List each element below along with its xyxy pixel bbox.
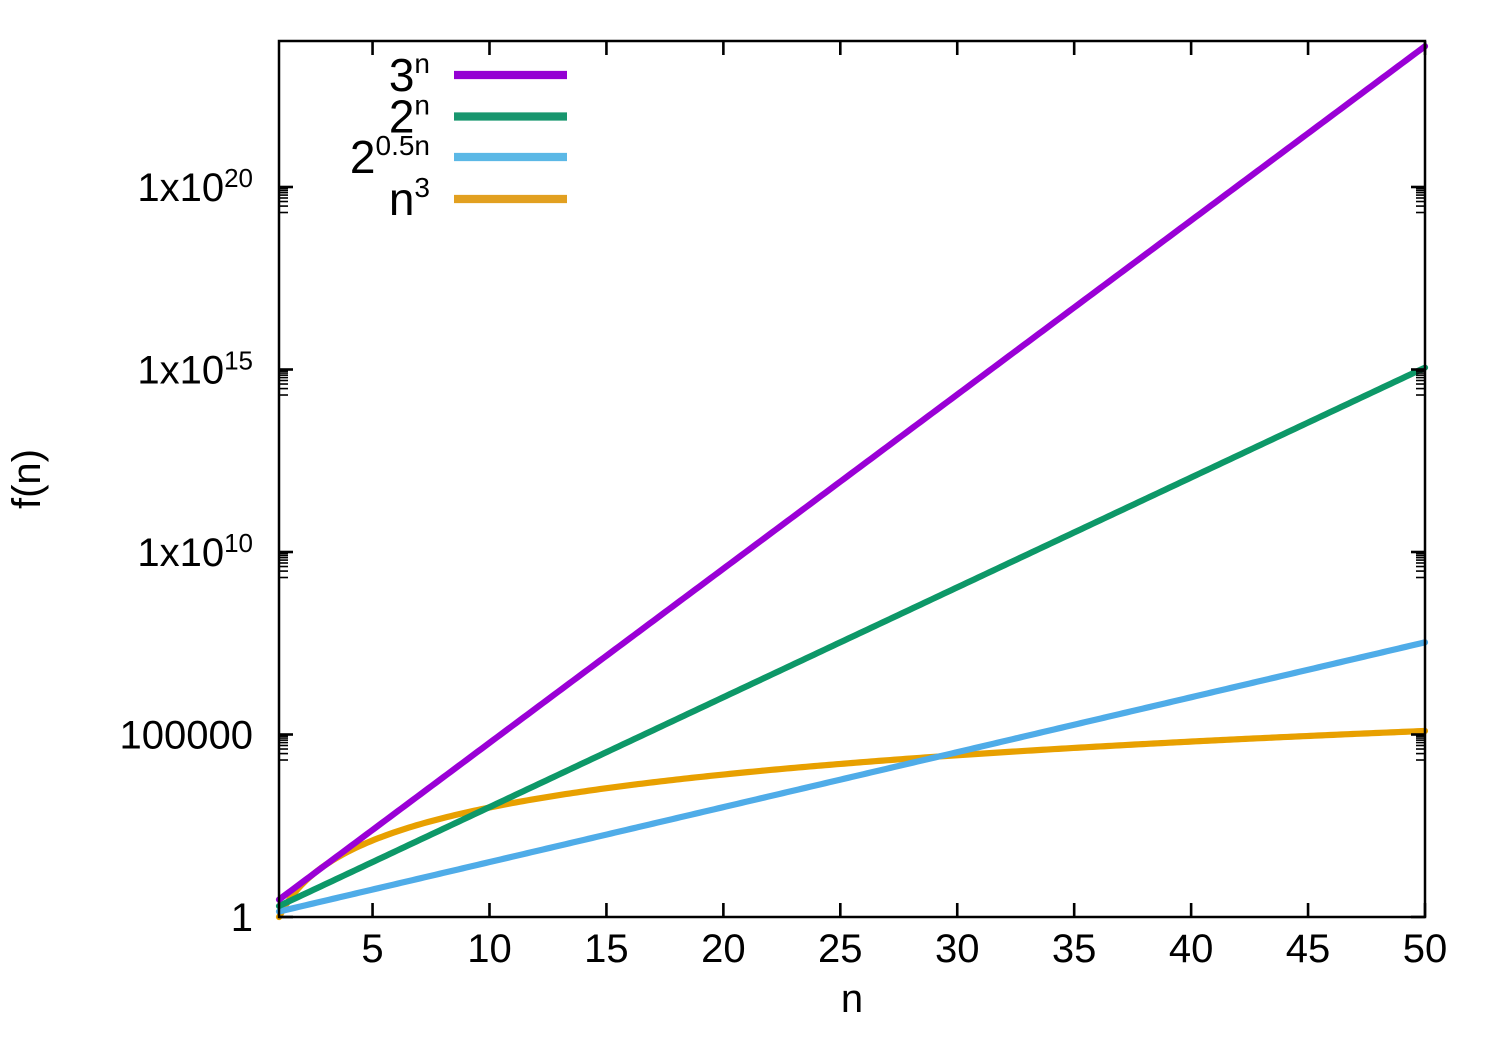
svg-text:40: 40 <box>1169 927 1214 971</box>
svg-text:5: 5 <box>361 927 383 971</box>
svg-text:n: n <box>841 977 863 1021</box>
svg-text:50: 50 <box>1403 927 1448 971</box>
svg-text:10: 10 <box>467 927 512 971</box>
svg-text:f(n): f(n) <box>5 449 49 509</box>
svg-text:25: 25 <box>818 927 863 971</box>
svg-text:35: 35 <box>1052 927 1097 971</box>
svg-text:20: 20 <box>701 927 746 971</box>
svg-text:15: 15 <box>584 927 629 971</box>
svg-text:100000: 100000 <box>120 714 253 758</box>
svg-text:1: 1 <box>231 896 253 940</box>
svg-text:30: 30 <box>935 927 980 971</box>
svg-text:45: 45 <box>1286 927 1331 971</box>
